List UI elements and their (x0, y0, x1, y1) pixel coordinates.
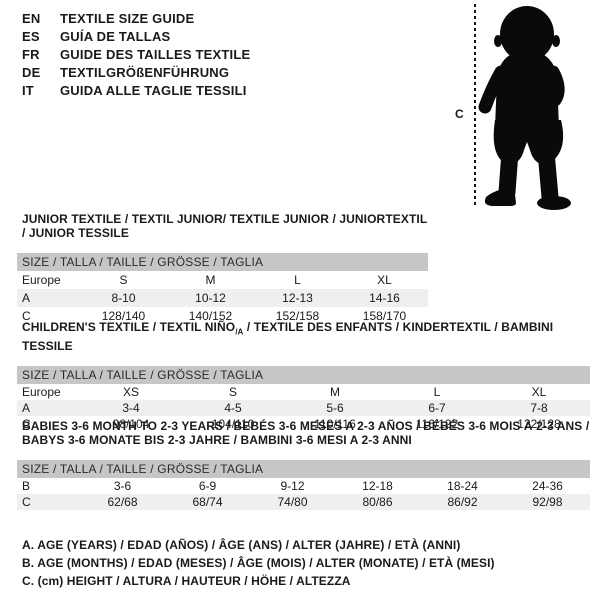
footnote-c: C. (cm) HEIGHT / ALTURA / HAUTEUR / HÖHE… (22, 574, 351, 588)
lang-code: ES (22, 29, 40, 44)
size-value-cell: 158/170 (362, 309, 407, 323)
size-value-cell: 3-4 (122, 401, 140, 416)
lang-code: EN (22, 11, 41, 26)
size-value-cell: 18-24 (447, 479, 478, 493)
size-value-cell: 86/92 (447, 495, 478, 509)
lang-row-en: EN TEXTILE SIZE GUIDE (22, 10, 250, 28)
lang-row-es: ES GUÍA DE TALLAS (22, 28, 250, 46)
size-value-cell: 62/68 (107, 495, 138, 509)
size-value-cell: 110/116 (314, 417, 356, 432)
language-title-list: EN TEXTILE SIZE GUIDE ES GUÍA DE TALLAS … (22, 10, 250, 100)
size-value-cell: 9-12 (280, 479, 305, 493)
size-header-bar: SIZE / TALLA / TAILLE / GRÖSSE / TAGLIA (17, 253, 428, 271)
size-value-cell: 12-13 (282, 291, 313, 305)
size-value-cell: 6-7 (428, 401, 446, 416)
row-label: Europe (22, 385, 61, 400)
size-table-body: Europe XS S M L XL A 3-4 4-5 5-6 6-7 7-8 C 98/104 104/… (17, 384, 590, 432)
row-label: Europe (22, 273, 61, 287)
size-value-cell: S (228, 385, 237, 400)
size-value-cell: 116/122 (415, 417, 459, 432)
lang-title: GUIDA ALLE TAGLIE TESSILI (60, 83, 247, 98)
size-value-cell: 74/80 (277, 495, 308, 509)
row-label: A (22, 291, 31, 305)
table-title-part: /A (235, 327, 244, 337)
table-title-part: CHILDREN'S TEXTILE / TEXTIL NIÑO (22, 320, 236, 334)
row-label: C (22, 417, 31, 432)
size-value-cell: M (330, 385, 340, 400)
size-value-cell: 5-6 (326, 401, 344, 416)
table-title-part: / TEXTILE DES ENFANTS / KINDERTEXTIL / B… (22, 320, 554, 354)
size-value-cell: 152/158 (275, 309, 320, 323)
size-value-cell: XL (531, 385, 547, 400)
size-value-cell: L (433, 385, 441, 400)
size-value-cell: 24-36 (532, 479, 563, 493)
size-value-cell: XS (122, 385, 139, 400)
size-value-cell: 92/98 (532, 495, 563, 509)
table-title-part: JUNIOR TEXTILE / TEXTIL JUNIOR/ TEXTILE … (22, 212, 428, 240)
lang-title: GUIDE DES TAILLES TEXTILE (60, 47, 251, 62)
footnote-list: A. AGE (YEARS) / EDAD (AÑOS) / ÂGE (ANS)… (22, 536, 495, 590)
table-row-europe: Europe S M L XL (17, 271, 428, 289)
babies-size-section: BABIES 3-6 MONTH TO 2-3 YEARS / BEBÉS 3-… (17, 419, 590, 510)
size-value-cell: 8-10 (111, 291, 136, 305)
row-label: C (22, 309, 31, 323)
size-value-cell: 12-18 (362, 479, 393, 493)
size-value-cell: 80/86 (362, 495, 393, 509)
junior-size-section: JUNIOR TEXTILE / TEXTIL JUNIOR/ TEXTILE … (17, 212, 428, 325)
size-table-body: B 3-6 6-9 9-12 12-18 18-24 24-36 C 62/68 68/74 74/… (17, 478, 590, 510)
lang-title: GUÍA DE TALLAS (60, 29, 171, 44)
height-dashed-line (474, 4, 476, 205)
size-header-bar: SIZE / TALLA / TAILLE / GRÖSSE / TAGLIA (17, 366, 590, 385)
table-title-part: BABYS 3-6 MONATE BIS 2-3 JAHRE / BAMBINI… (22, 433, 412, 447)
table-title: BABIES 3-6 MONTH TO 2-3 YEARS / BEBÉS 3-… (17, 419, 590, 447)
table-row-c: C 128/140 140/152 152/158 158/170 (17, 307, 428, 325)
size-value-cell: 98/104 (112, 417, 150, 432)
lang-title: TEXTILGRÖßENFÜHRUNG (60, 65, 230, 80)
size-value-cell: 68/74 (192, 495, 223, 509)
table-title-part: BABIES 3-6 MONTH TO 2-3 YEARS / BEBÉS 3-… (22, 419, 590, 433)
size-value-cell: 104/110 (211, 417, 255, 432)
row-label: A (22, 401, 31, 416)
size-header-bar: SIZE / TALLA / TAILLE / GRÖSSE / TAGLIA (17, 460, 590, 478)
lang-row-fr: FR GUIDE DES TAILLES TEXTILE (22, 46, 250, 64)
baby-silhouette-icon (478, 6, 571, 210)
size-value-cell: 4-5 (224, 401, 242, 416)
size-value-cell: L (294, 273, 301, 287)
size-value-cell: 3-6 (113, 479, 132, 493)
size-value-cell: 14-16 (369, 291, 400, 305)
table-row-b: B 3-6 6-9 9-12 12-18 18-24 24-36 (17, 478, 590, 494)
footnote-a: A. AGE (YEARS) / EDAD (AÑOS) / ÂGE (ANS)… (22, 538, 461, 552)
size-value-cell: 128/140 (101, 309, 146, 323)
size-table-body: Europe S M L XL A 8-10 10-12 12-13 14-16 C 128/140 1… (17, 271, 428, 325)
size-value-cell: XL (377, 273, 392, 287)
size-value-cell: S (119, 273, 128, 287)
size-value-cell: 7-8 (530, 401, 548, 416)
children-size-section: CHILDREN'S TEXTILE / TEXTIL NIÑO/A / TEX… (17, 320, 590, 432)
lang-code: FR (22, 47, 40, 62)
size-value-cell: 6-9 (198, 479, 217, 493)
size-value-cell: 122/128 (517, 417, 561, 432)
size-value-cell: M (205, 273, 216, 287)
table-row-c: C 62/68 68/74 74/80 80/86 86/92 92/98 (17, 494, 590, 510)
table-row-c: C 98/104 104/110 110/116 116/122 122/128 (17, 416, 590, 432)
size-value-cell: 10-12 (195, 291, 226, 305)
table-row-a: A 8-10 10-12 12-13 14-16 (17, 289, 428, 307)
lang-row-it: IT GUIDA ALLE TAGLIE TESSILI (22, 82, 250, 100)
row-label: B (22, 479, 31, 493)
height-c-label: C (455, 107, 464, 121)
table-row-a: A 3-4 4-5 5-6 6-7 7-8 (17, 400, 590, 417)
row-label: C (22, 495, 31, 509)
table-title: CHILDREN'S TEXTILE / TEXTIL NIÑO/A / TEX… (17, 320, 590, 353)
lang-row-de: DE TEXTILGRÖßENFÜHRUNG (22, 64, 250, 82)
footnote-b: B. AGE (MONTHS) / EDAD (MESES) / ÂGE (MO… (22, 556, 495, 570)
table-title: JUNIOR TEXTILE / TEXTIL JUNIOR/ TEXTILE … (17, 212, 428, 240)
lang-code: DE (22, 65, 41, 80)
lang-title: TEXTILE SIZE GUIDE (60, 11, 195, 26)
size-value-cell: 140/152 (188, 309, 233, 323)
table-row-europe: Europe XS S M L XL (17, 384, 590, 400)
lang-code: IT (22, 83, 34, 98)
